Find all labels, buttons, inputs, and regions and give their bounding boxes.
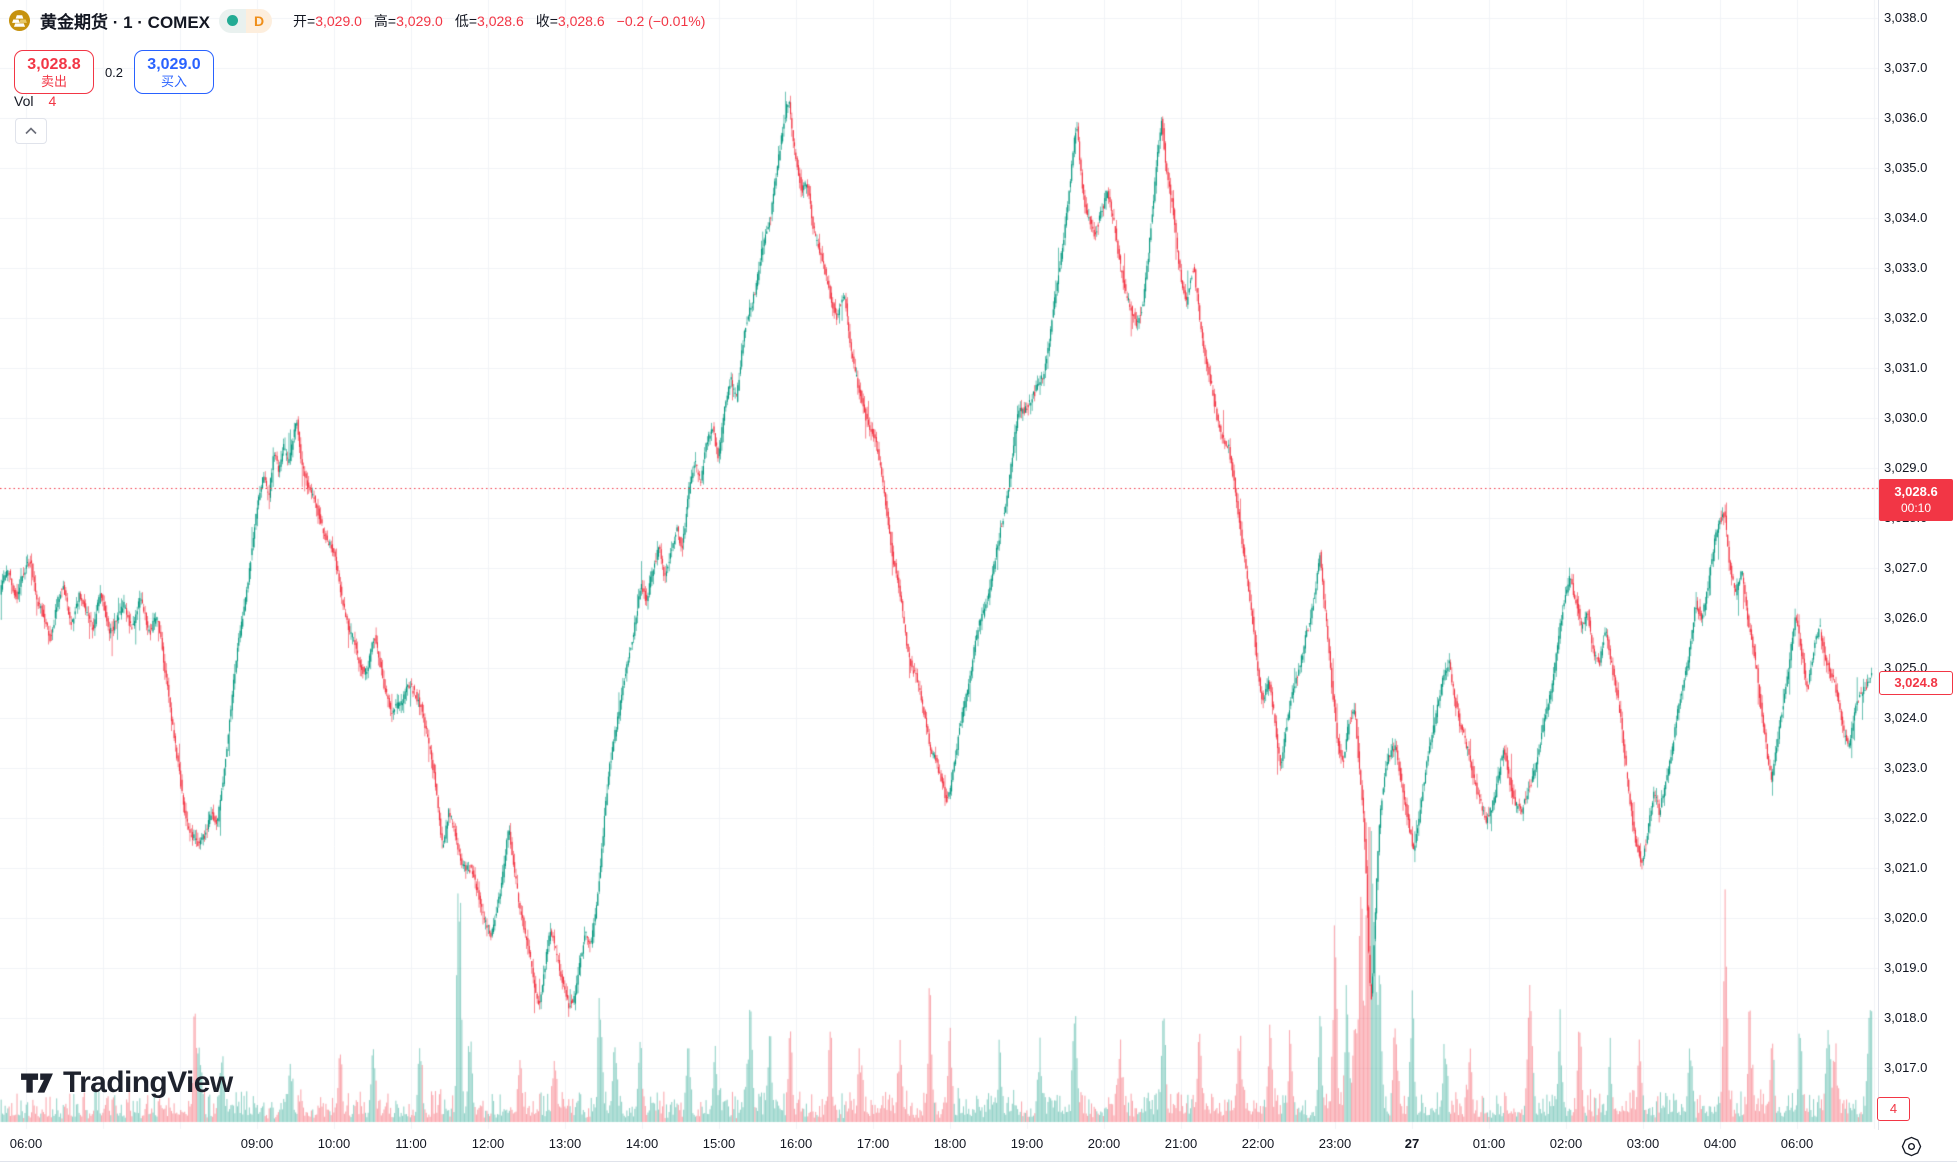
- bid-price-badge: 3,024.8: [1879, 671, 1953, 695]
- price-tick-label: 3,036.0: [1884, 110, 1928, 125]
- tradingview-logo-icon: [21, 1073, 53, 1093]
- ohlc-readout: 开=3,029.0 高=3,029.0 低=3,028.6 收=3,028.6 …: [293, 11, 705, 31]
- time-tick-label: 16:00: [779, 1136, 813, 1151]
- price-tick-label: 3,023.0: [1884, 760, 1928, 775]
- time-tick-label: 03:00: [1626, 1136, 1660, 1151]
- current-price-badge: 3,028.6 00:10: [1879, 479, 1953, 521]
- time-tick-label: 19:00: [1010, 1136, 1044, 1151]
- time-tick-label: 17:00: [856, 1136, 890, 1151]
- price-tick-label: 3,021.0: [1884, 860, 1928, 875]
- time-tick-label: 06:00: [1780, 1136, 1814, 1151]
- chevron-up-icon: [25, 127, 37, 135]
- price-tick-label: 3,032.0: [1884, 310, 1928, 325]
- chart-legend: 黄金期货 · 1 · COMEX D 开=3,029.0 高=3,029.0 低…: [8, 8, 705, 33]
- time-tick-label: 09:00: [240, 1136, 274, 1151]
- time-tick-label: 10:00: [317, 1136, 351, 1151]
- price-tick-label: 3,030.0: [1884, 410, 1928, 425]
- volume-indicator-legend[interactable]: Vol 4: [14, 93, 56, 109]
- time-axis[interactable]: 06:00 09:00 10:00 11:00 12:00 13:00 14:00 15:00…: [0, 1130, 1957, 1161]
- ohlc-close: 收=3,028.6: [535, 12, 605, 29]
- time-axis-border: [0, 1161, 1957, 1162]
- price-tick-label: 3,024.0: [1884, 710, 1928, 725]
- price-axis[interactable]: 3,017.0 3,018.0 3,019.0 3,020.0 3,021.0 3,022…: [1877, 0, 1957, 1129]
- price-tick-label: 3,020.0: [1884, 910, 1928, 925]
- time-tick-label: 22:00: [1241, 1136, 1275, 1151]
- ohlc-low: 低=3,028.6: [454, 12, 524, 29]
- price-tick-label: 3,019.0: [1884, 960, 1928, 975]
- ohlc-high: 高=3,029.0: [373, 12, 443, 29]
- price-tick-label: 3,029.0: [1884, 460, 1928, 475]
- sell-button[interactable]: 3,028.8 卖出: [14, 50, 94, 94]
- volume-axis-badge: 4: [1877, 1097, 1910, 1121]
- ohlc-open: 开=3,029.0: [293, 12, 362, 29]
- buy-button[interactable]: 3,029.0 买入: [134, 50, 214, 94]
- buy-price: 3,029.0: [147, 56, 201, 73]
- delayed-data-badge: D: [246, 8, 273, 33]
- price-tick-label: 3,031.0: [1884, 360, 1928, 375]
- volume-indicator-value: 4: [48, 93, 57, 109]
- time-tick-label: 23:00: [1318, 1136, 1352, 1151]
- time-tick-label: 15:00: [702, 1136, 736, 1151]
- time-tick-label: 21:00: [1164, 1136, 1198, 1151]
- change-readout: −0.2 (−0.01%): [616, 12, 706, 29]
- tradingview-logo[interactable]: TradingView: [20, 1066, 233, 1100]
- tradingview-logo-text: TradingView: [63, 1066, 233, 1099]
- time-tick-label: 20:00: [1087, 1136, 1121, 1151]
- market-status-segment: [219, 8, 247, 33]
- market-status-pill[interactable]: D: [219, 8, 273, 33]
- time-tick-label: 04:00: [1703, 1136, 1737, 1151]
- time-tick-label: 01:00: [1472, 1136, 1506, 1151]
- gold-futures-symbol-icon: [8, 9, 31, 32]
- trade-buttons-row: 3,028.8 卖出 0.2 3,029.0 买入: [14, 50, 214, 94]
- time-tick-label: 13:00: [548, 1136, 582, 1151]
- price-tick-label: 3,017.0: [1884, 1060, 1928, 1075]
- time-tick-label: 02:00: [1549, 1136, 1583, 1151]
- symbol-title[interactable]: 黄金期货 · 1 · COMEX: [40, 13, 211, 32]
- time-tick-label: 18:00: [933, 1136, 967, 1151]
- buy-label: 买入: [160, 74, 187, 89]
- price-axis-border: [1878, 0, 1879, 1130]
- time-axis-settings-button[interactable]: [1898, 1133, 1924, 1159]
- time-tick-label: 12:00: [471, 1136, 505, 1151]
- bar-countdown: 00:10: [1900, 501, 1932, 515]
- bid-ask-spread: 0.2: [104, 64, 124, 80]
- price-tick-label: 3,027.0: [1884, 560, 1928, 575]
- volume-indicator-label: Vol: [14, 93, 34, 109]
- price-tick-label: 3,038.0: [1884, 10, 1928, 25]
- current-price-value: 3,028.6: [1894, 484, 1938, 499]
- collapse-legend-button[interactable]: [15, 118, 47, 144]
- time-tick-label: 06:00: [9, 1136, 43, 1151]
- time-tick-label: 14:00: [625, 1136, 659, 1151]
- price-tick-label: 3,037.0: [1884, 60, 1928, 75]
- price-tick-label: 3,035.0: [1884, 160, 1928, 175]
- sell-label: 卖出: [40, 74, 67, 89]
- price-tick-label: 3,026.0: [1884, 610, 1928, 625]
- gear-icon: [1901, 1136, 1921, 1156]
- price-tick-label: 3,033.0: [1884, 260, 1928, 275]
- price-tick-label: 3,022.0: [1884, 810, 1928, 825]
- price-tick-label: 3,018.0: [1884, 1010, 1928, 1025]
- sell-price: 3,028.8: [27, 56, 81, 73]
- time-tick-label: 11:00: [395, 1136, 427, 1151]
- market-open-dot-icon: [227, 15, 239, 26]
- price-tick-label: 3,034.0: [1884, 210, 1928, 225]
- time-tick-label: 27: [1404, 1136, 1420, 1151]
